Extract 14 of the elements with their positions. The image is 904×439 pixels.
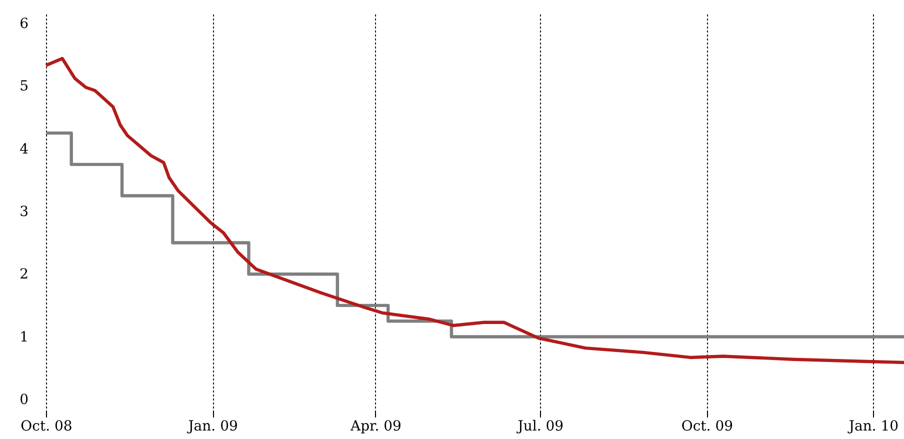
x-tick-label: Oct. 08 bbox=[20, 418, 72, 434]
y-tick-label: 1 bbox=[20, 329, 28, 346]
x-tick-label: Apr. 09 bbox=[349, 418, 402, 434]
x-tick-label: Jul. 09 bbox=[516, 418, 564, 434]
y-tick-label: 0 bbox=[20, 392, 28, 408]
y-tick-label: 3 bbox=[20, 204, 28, 220]
y-tick-label: 4 bbox=[20, 141, 29, 158]
x-tick-label: Jan. 10 bbox=[846, 418, 899, 434]
x-tick-label: Oct. 09 bbox=[681, 418, 734, 434]
y-tick-label: 6 bbox=[20, 16, 29, 32]
line-series bbox=[44, 56, 904, 364]
y-tick-label: 5 bbox=[20, 78, 28, 95]
x-tick-label: Jan. 09 bbox=[186, 418, 238, 434]
y-tick-label: 2 bbox=[20, 266, 28, 283]
